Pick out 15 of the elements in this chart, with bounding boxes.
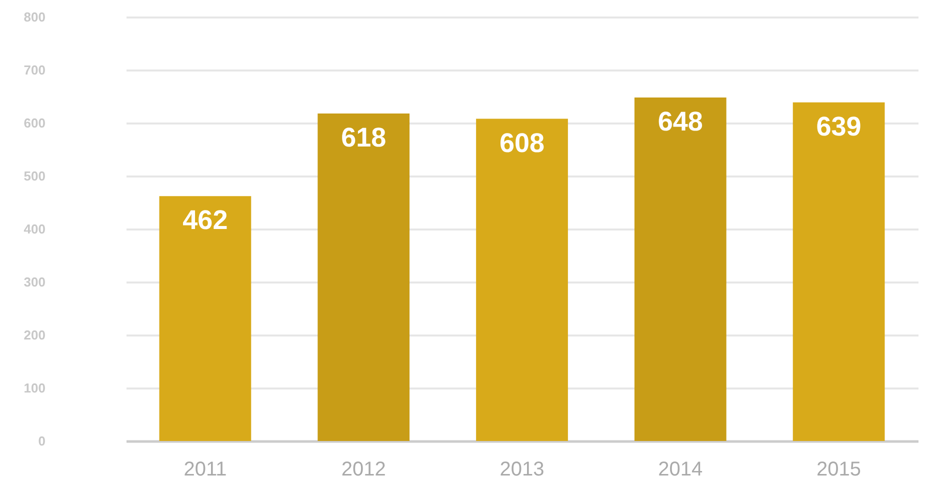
data-label: 608 — [499, 128, 545, 158]
x-tick-label: 2014 — [658, 458, 703, 480]
bar — [318, 113, 410, 441]
x-tick-label: 2013 — [500, 458, 544, 480]
bar — [159, 196, 252, 441]
x-tick-label: 2011 — [184, 458, 227, 480]
bar — [476, 118, 568, 441]
data-label: 648 — [658, 106, 703, 137]
x-tick-label: 2015 — [816, 458, 862, 480]
bar — [792, 102, 885, 441]
data-label: 618 — [341, 122, 386, 152]
data-label: 462 — [182, 205, 228, 236]
data-label: 639 — [816, 111, 862, 142]
bar — [634, 98, 726, 441]
x-tick-label: 2012 — [341, 458, 386, 480]
